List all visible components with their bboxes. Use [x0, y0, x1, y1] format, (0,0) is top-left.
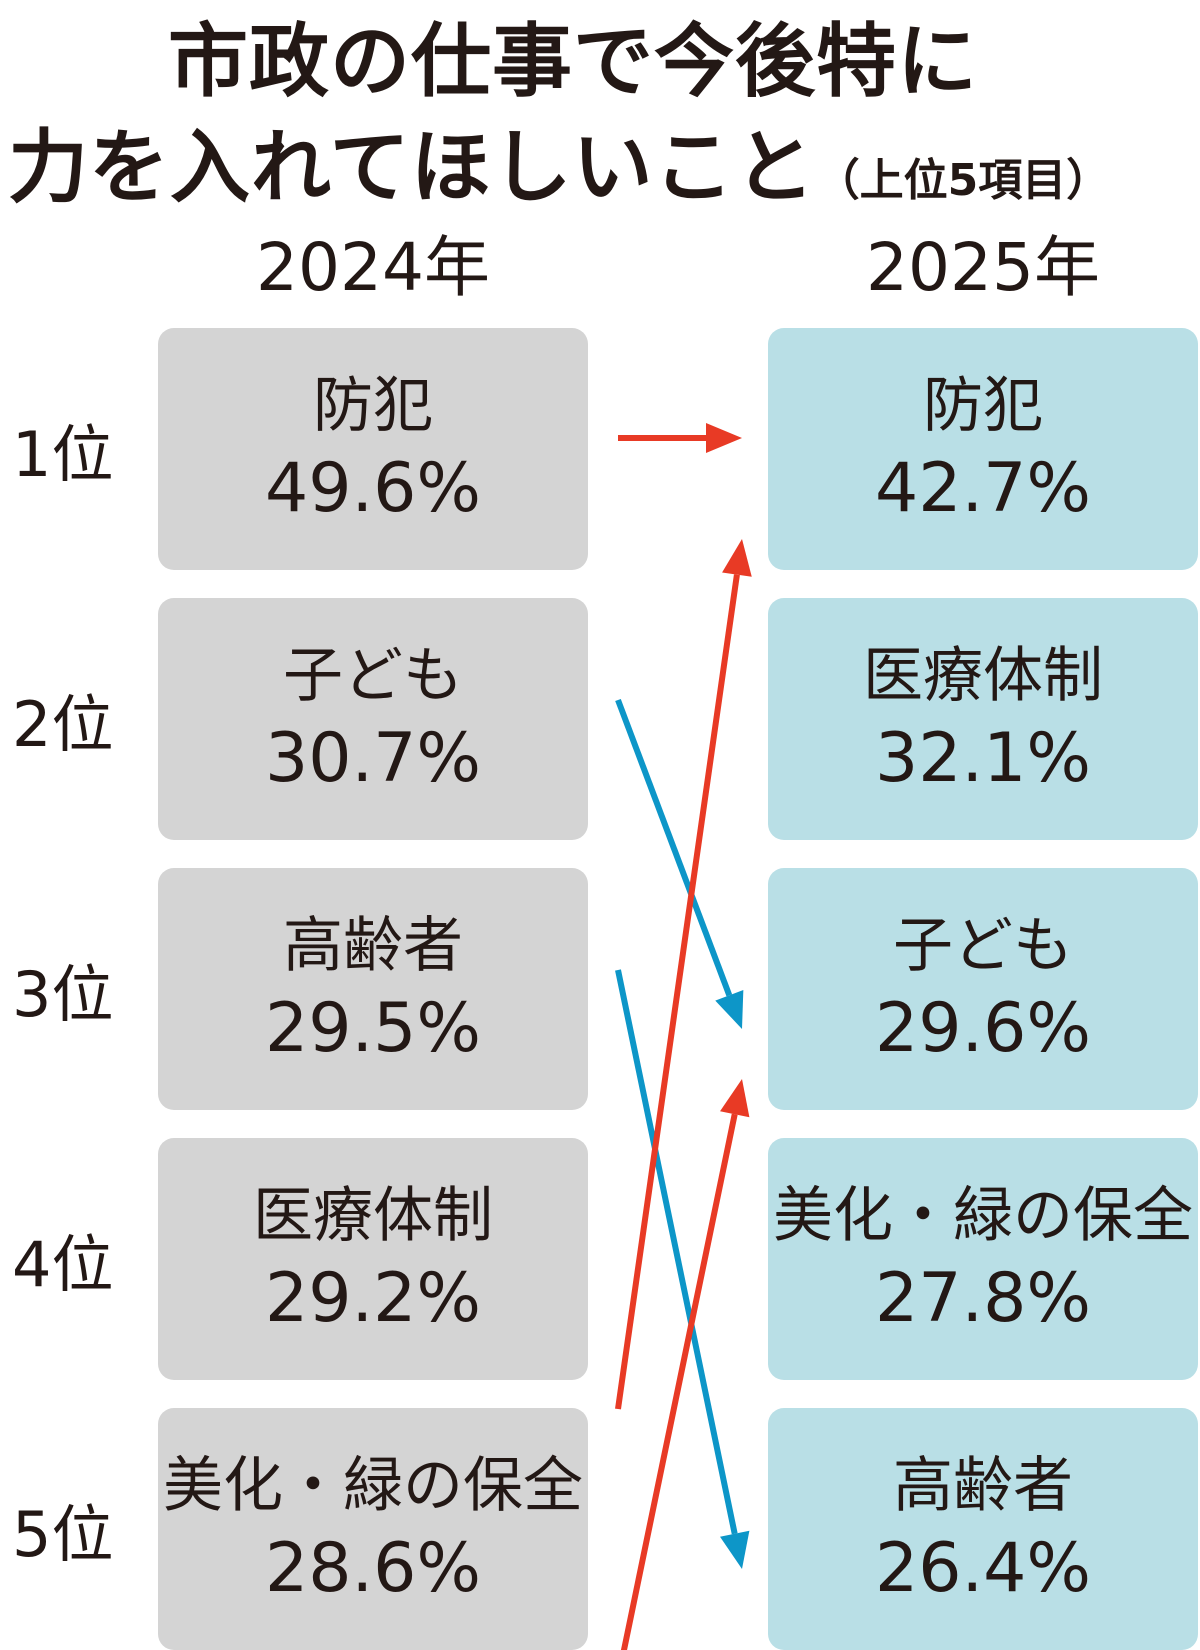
arrow-shaft-3 — [615, 969, 738, 1535]
box-2024-rank-1: 防犯 49.6% — [158, 328, 588, 570]
item-percent: 29.5% — [264, 989, 482, 1068]
item-label: 美化・緑の保全 — [163, 1451, 583, 1521]
item-percent: 26.4% — [874, 1529, 1092, 1608]
item-percent: 30.7% — [264, 719, 482, 798]
rank-label-5: 5位 — [12, 1498, 114, 1571]
item-percent: 29.6% — [874, 989, 1092, 1068]
item-label: 医療体制 — [253, 1181, 493, 1251]
title-subtitle: （上位5項目） — [815, 155, 1111, 206]
title-line-2: 力を入れてほしいこと（上位5項目） — [8, 120, 1110, 229]
item-percent: 49.6% — [264, 449, 482, 528]
box-2025-rank-4: 美化・緑の保全 27.8% — [768, 1138, 1198, 1380]
arrow-head-1 — [706, 423, 742, 453]
rank-label-3: 3位 — [12, 958, 114, 1031]
item-label: 高齢者 — [893, 1451, 1073, 1521]
title-main: 力を入れてほしいこと — [8, 121, 816, 214]
item-label: 美化・緑の保全 — [773, 1181, 1193, 1251]
year-2025-header: 2025年 — [866, 229, 1100, 306]
box-2024-rank-3: 高齢者 29.5% — [158, 868, 588, 1110]
item-percent: 42.7% — [874, 449, 1092, 528]
arrow-shaft-2 — [615, 698, 733, 997]
item-label: 高齢者 — [283, 911, 463, 981]
arrow-shaft-4 — [615, 574, 740, 1410]
box-2025-rank-3: 子ども 29.6% — [768, 868, 1198, 1110]
item-label: 子ども — [893, 911, 1073, 981]
box-2025-rank-1: 防犯 42.7% — [768, 328, 1198, 570]
item-percent: 29.2% — [264, 1259, 482, 1338]
item-percent: 27.8% — [874, 1259, 1092, 1338]
year-2024-header: 2024年 — [256, 229, 490, 306]
box-2024-rank-5: 美化・緑の保全 28.6% — [158, 1408, 588, 1650]
item-label: 防犯 — [923, 371, 1043, 441]
arrow-head-5 — [720, 1079, 750, 1118]
arrow-head-4 — [722, 539, 752, 577]
box-2025-rank-2: 医療体制 32.1% — [768, 598, 1198, 840]
box-2024-rank-4: 医療体制 29.2% — [158, 1138, 588, 1380]
item-percent: 32.1% — [874, 719, 1092, 798]
box-2024-rank-2: 子ども 30.7% — [158, 598, 588, 840]
title-line-1: 市政の仕事で今後特に — [168, 15, 978, 108]
item-label: 防犯 — [313, 371, 433, 441]
rank-label-1: 1位 — [12, 418, 114, 491]
item-label: 医療体制 — [863, 641, 1103, 711]
item-label: 子ども — [283, 641, 463, 711]
item-percent: 28.6% — [264, 1529, 482, 1608]
box-2025-rank-5: 高齢者 26.4% — [768, 1408, 1198, 1650]
rank-label-4: 4位 — [12, 1228, 114, 1301]
rank-label-2: 2位 — [12, 688, 114, 761]
arrow-shaft-5 — [620, 1113, 738, 1650]
arrow-head-2 — [715, 990, 744, 1029]
arrow-head-3 — [720, 1530, 750, 1569]
